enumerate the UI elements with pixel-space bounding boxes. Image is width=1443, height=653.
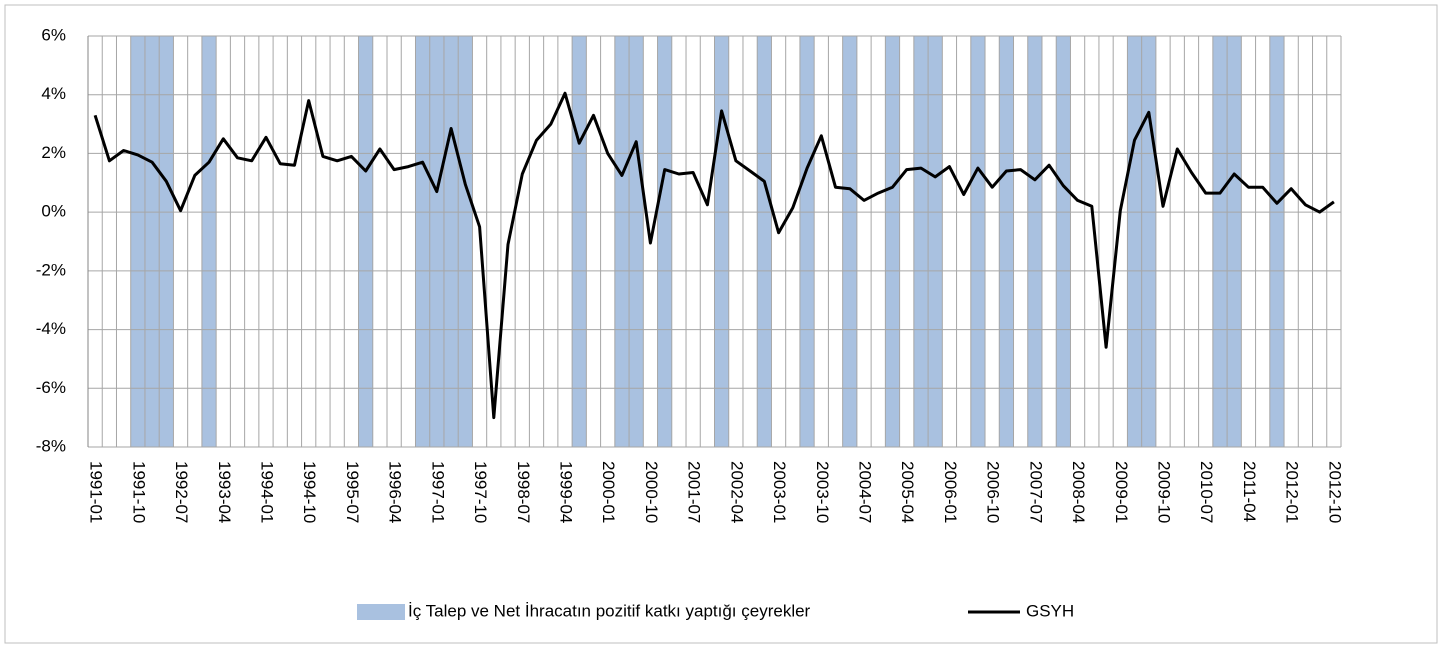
x-tick-label: 2012-10	[1325, 461, 1344, 523]
y-tick-label: 0%	[41, 202, 66, 221]
shaded-quarter	[1141, 36, 1156, 447]
gdp-line	[93, 91, 1335, 420]
y-tick-label: 2%	[41, 143, 66, 162]
legend-swatch	[357, 604, 405, 620]
x-tick-label: 1994-01	[257, 461, 276, 523]
shaded-quarter	[572, 36, 587, 447]
x-tick-label: 2002-04	[727, 461, 746, 523]
x-tick-label: 2006-10	[984, 461, 1003, 523]
shaded-quarter	[429, 36, 444, 447]
shaded-quarter	[614, 36, 630, 447]
x-tick-label: 1991-01	[87, 461, 106, 523]
x-tick-label: 1992-07	[172, 461, 191, 523]
shaded-quarter	[201, 36, 217, 447]
shaded-quarter	[415, 36, 430, 447]
shaded-quarter	[1269, 36, 1285, 447]
shaded-quarter	[657, 36, 672, 447]
shaded-quarter	[358, 36, 373, 447]
shaded-quarter	[970, 36, 986, 447]
x-tick-label: 2003-01	[770, 461, 789, 523]
x-tick-label: 1994-10	[300, 461, 319, 523]
x-tick-label: 2009-10	[1155, 461, 1174, 523]
y-tick-label: 4%	[41, 84, 66, 103]
y-tick-label: -8%	[36, 436, 66, 455]
x-tick-label: 2000-01	[599, 461, 618, 523]
shaded-quarter	[458, 36, 473, 447]
x-tick-label: 1999-04	[557, 461, 576, 523]
x-tick-label: 2009-01	[1112, 461, 1131, 523]
shaded-quarter	[999, 36, 1014, 447]
shaded-quarter	[443, 36, 459, 447]
shaded-quarter	[913, 36, 929, 447]
y-tick-label: -6%	[36, 378, 66, 397]
x-tick-label: 2005-04	[898, 461, 917, 523]
y-tick-label: -2%	[36, 260, 66, 279]
x-tick-label: 1997-10	[471, 461, 490, 523]
shaded-quarter	[928, 36, 943, 447]
x-tick-label: 2008-04	[1069, 461, 1088, 523]
x-tick-label: 1991-10	[129, 461, 148, 523]
x-tick-label: 2001-07	[685, 461, 704, 523]
x-tick-label: 2010-07	[1197, 461, 1216, 523]
shaded-quarter	[1027, 36, 1042, 447]
legend-label: İç Talep ve Net İhracatın pozitif katkı …	[408, 601, 811, 620]
x-tick-label: 2003-10	[813, 461, 832, 523]
shaded-quarter	[1056, 36, 1071, 447]
shaded-quarter	[757, 36, 772, 447]
x-tick-label: 1996-04	[386, 461, 405, 523]
x-tick-label: 2012-01	[1283, 461, 1302, 523]
y-tick-label: -4%	[36, 319, 66, 338]
y-tick-label: 6%	[41, 25, 66, 44]
x-tick-label: 2011-04	[1240, 461, 1259, 522]
shaded-quarter	[629, 36, 644, 447]
shaded-quarter	[714, 36, 729, 447]
shaded-quarter	[1212, 36, 1228, 447]
shaded-quarter	[130, 36, 145, 447]
shaded-quarter	[885, 36, 900, 447]
shaded-quarter	[799, 36, 815, 447]
x-tick-label: 2000-10	[642, 461, 661, 523]
legend-label: GSYH	[1026, 601, 1074, 620]
x-tick-label: 2006-01	[941, 461, 960, 523]
shaded-quarter	[159, 36, 174, 447]
shaded-quarter	[842, 36, 857, 447]
x-tick-label: 1993-04	[215, 461, 234, 523]
x-tick-label: 2004-07	[856, 461, 875, 523]
x-tick-label: 1997-01	[428, 461, 447, 523]
shaded-quarter	[1227, 36, 1242, 447]
shaded-quarter	[144, 36, 160, 447]
x-tick-label: 1995-07	[343, 461, 362, 523]
shaded-quarter	[1127, 36, 1142, 447]
x-tick-label: 2007-07	[1026, 461, 1045, 523]
x-tick-label: 1998-07	[514, 461, 533, 523]
